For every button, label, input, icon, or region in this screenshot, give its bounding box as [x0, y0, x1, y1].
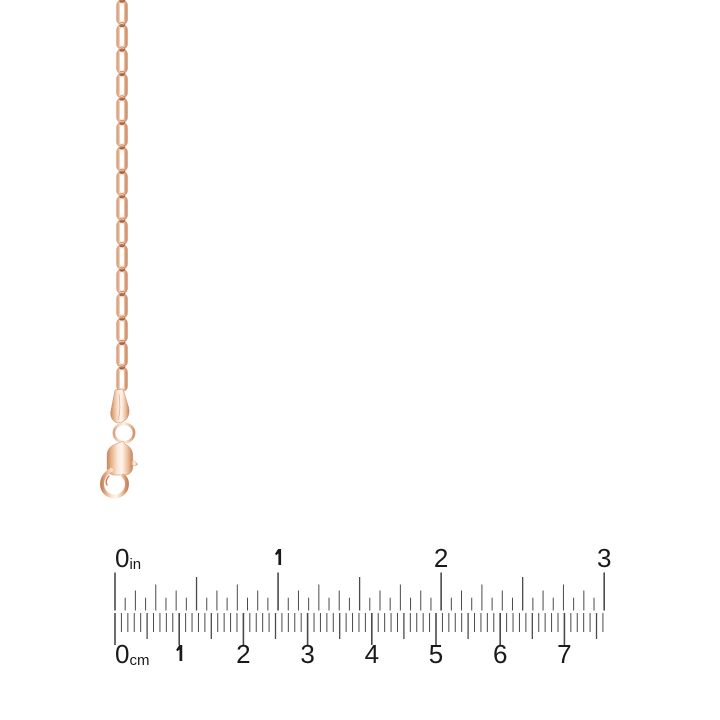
svg-text:6: 6 [493, 639, 507, 669]
svg-text:3: 3 [300, 639, 314, 669]
svg-text:0cm: 0cm [115, 639, 149, 669]
svg-text:5: 5 [429, 639, 443, 669]
svg-text:0in: 0in [115, 543, 141, 573]
svg-text:7: 7 [557, 639, 571, 669]
svg-text:4: 4 [365, 639, 379, 669]
svg-text:2: 2 [236, 639, 250, 669]
svg-text:2: 2 [434, 543, 448, 573]
svg-text:3: 3 [597, 543, 611, 573]
